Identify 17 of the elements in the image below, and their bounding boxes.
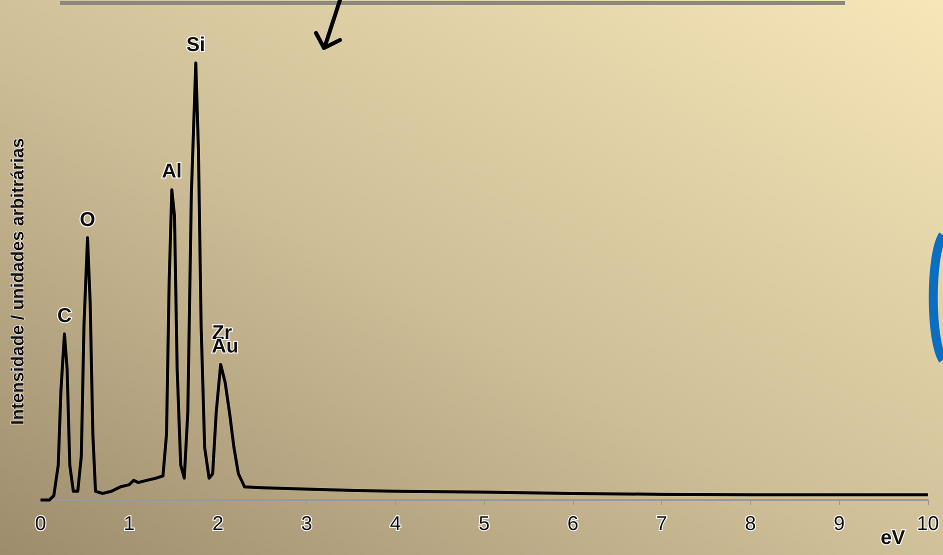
x-tick-label: 2 — [212, 513, 224, 535]
x-tick-label: 10 — [916, 513, 939, 535]
y-axis-title: Intensidade / unidades arbitrárias — [8, 138, 28, 426]
x-axis-title: eV — [880, 527, 906, 549]
x-tick-label: 8 — [744, 513, 756, 535]
x-tick-label: 0 — [34, 513, 46, 535]
x-tick-label: 9 — [834, 513, 845, 535]
annotation: Si — [186, 34, 206, 56]
annotation: C — [57, 304, 72, 327]
x-tick-label: 7 — [656, 513, 668, 535]
annotation: O — [80, 208, 96, 231]
x-tick-label: 6 — [567, 513, 578, 535]
x-tick-label: 1 — [124, 513, 135, 535]
annotation: Al — [162, 160, 182, 183]
x-tick-label: 3 — [301, 513, 312, 535]
x-tick-label: 5 — [478, 513, 490, 535]
x-tick-label: 4 — [390, 513, 402, 535]
